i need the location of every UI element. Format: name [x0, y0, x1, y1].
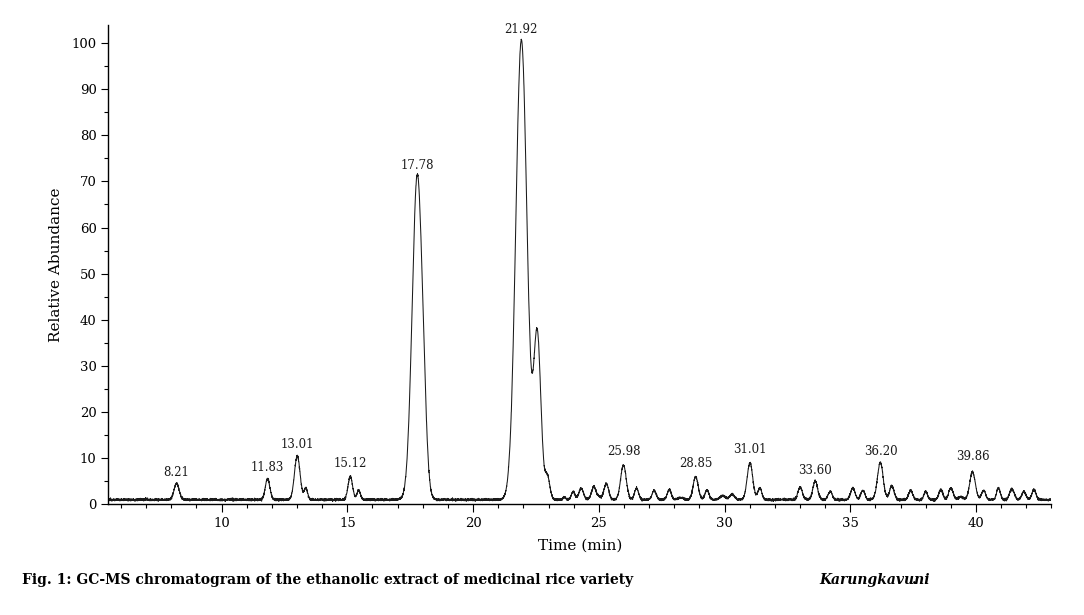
Text: 17.78: 17.78 — [400, 159, 434, 172]
Text: 33.60: 33.60 — [798, 464, 831, 477]
Text: 13.01: 13.01 — [281, 438, 314, 451]
Text: 21.92: 21.92 — [505, 23, 538, 36]
Text: 36.20: 36.20 — [864, 445, 898, 458]
Text: Karungkavuni: Karungkavuni — [820, 573, 930, 587]
Text: Fig. 1: GC-MS chromatogram of the ethanolic extract of medicinal rice variety: Fig. 1: GC-MS chromatogram of the ethano… — [22, 573, 637, 587]
Text: 28.85: 28.85 — [679, 457, 712, 470]
Text: 31.01: 31.01 — [733, 443, 766, 456]
Text: 11.83: 11.83 — [250, 461, 284, 474]
Text: 8.21: 8.21 — [164, 466, 190, 479]
Text: 39.86: 39.86 — [956, 450, 990, 463]
Text: 15.12: 15.12 — [334, 457, 367, 470]
Text: 25.98: 25.98 — [607, 445, 641, 458]
X-axis label: Time (min): Time (min) — [538, 539, 622, 553]
Y-axis label: Relative Abundance: Relative Abundance — [49, 187, 63, 342]
Text: .: . — [912, 573, 916, 587]
